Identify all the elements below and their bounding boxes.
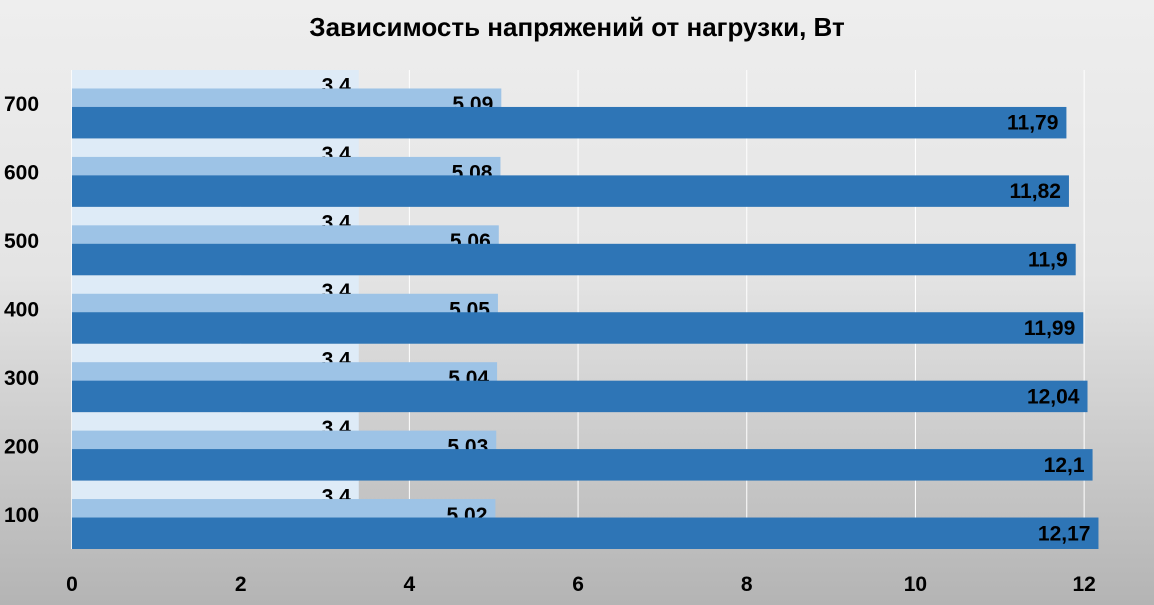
y-tick-label: 100 [4, 504, 39, 527]
bar [72, 243, 1076, 276]
x-tick-label: 2 [235, 573, 247, 596]
y-tick-label: 200 [4, 435, 39, 458]
data-label: 11,99 [1024, 317, 1075, 340]
x-tick-label: 4 [404, 573, 416, 596]
bar [72, 380, 1088, 413]
data-label: 12,17 [1038, 522, 1091, 545]
bar [72, 517, 1099, 549]
x-tick-label: 12 [1072, 573, 1095, 596]
y-tick-label: 600 [4, 162, 39, 185]
x-tick-label: 8 [741, 573, 753, 596]
data-label: 11,79 [1007, 112, 1058, 135]
data-label: 11,9 [1028, 249, 1068, 272]
bar [72, 449, 1093, 481]
y-tick-label: 400 [4, 299, 39, 322]
data-label: 12,04 [1027, 385, 1080, 408]
y-tick-label: 500 [4, 230, 39, 253]
data-label: 12,1 [1044, 454, 1085, 477]
bar [72, 106, 1067, 139]
x-tick-label: 10 [904, 573, 927, 596]
bar [72, 312, 1084, 344]
data-label: 11,82 [1010, 180, 1061, 203]
x-tick-label: 0 [66, 573, 78, 596]
x-tick-label: 6 [572, 573, 584, 596]
y-tick-label: 700 [4, 93, 39, 116]
y-tick-label: 300 [4, 367, 39, 390]
bar [72, 175, 1069, 207]
chart-title: Зависимость напряжений от нагрузки, Вт [309, 12, 845, 42]
